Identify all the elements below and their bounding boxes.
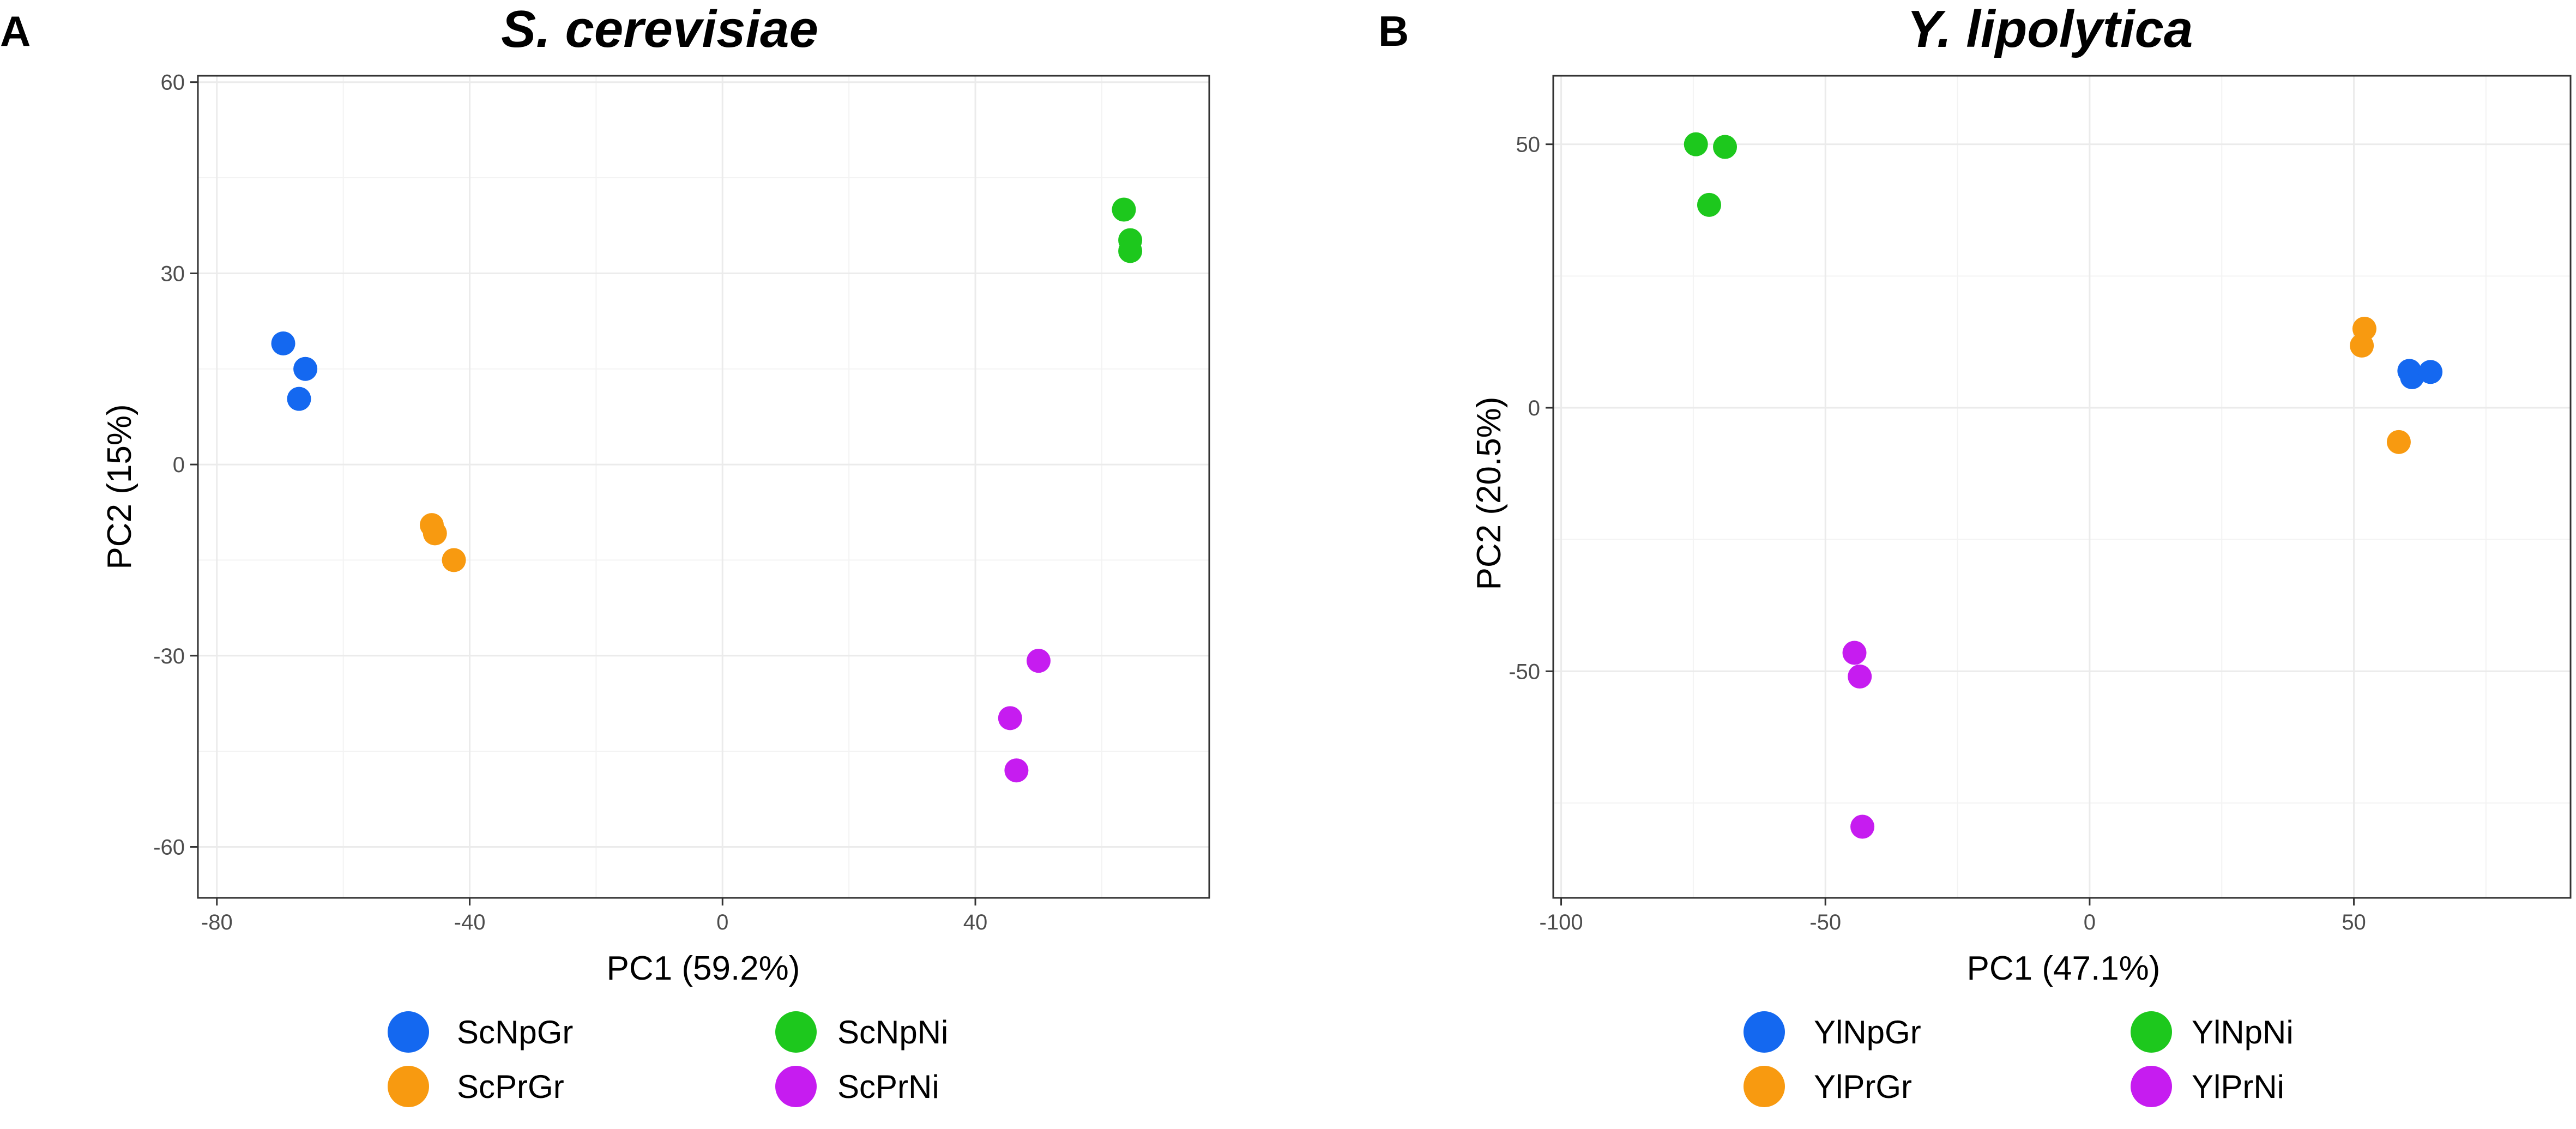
legend-swatch-scnpgr <box>388 1011 429 1053</box>
data-point-ylprgr[interactable] <box>2350 333 2374 358</box>
panel-b-title: Y. lipolytica <box>1907 0 2193 58</box>
data-point-ylnpni[interactable] <box>1713 135 1738 159</box>
panel-a-title: S. cerevisiae <box>501 0 818 58</box>
panel-a-letter: A <box>0 7 31 55</box>
data-point-scprni[interactable] <box>1004 758 1029 783</box>
y-tick-label: -50 <box>1509 660 1540 684</box>
data-point-scprni[interactable] <box>1026 649 1051 673</box>
y-tick-label: 0 <box>173 453 185 477</box>
data-point-scprgr[interactable] <box>423 521 447 546</box>
panel-b-legend: YlNpGr YlPrGr YlNpNi YlPrNi <box>1744 1011 2294 1107</box>
panel-b-y-axis-title: PC2 (20.5%) <box>1470 397 1508 590</box>
legend-label-scnpgr: ScNpGr <box>457 1014 573 1050</box>
panel-a-y-axis-title: PC2 (15%) <box>101 404 138 569</box>
data-point-scnpni[interactable] <box>1118 239 1143 263</box>
panel-a-legend: ScNpGr ScPrGr ScNpNi ScPrNi <box>388 1011 948 1107</box>
data-point-ylprni[interactable] <box>1848 665 1872 689</box>
panel-b-axis-ticks: -100 -50 0 50 -50 0 50 <box>1509 133 2366 934</box>
x-tick-label: -40 <box>454 910 486 934</box>
panel-a-x-axis-title: PC1 (59.2%) <box>607 950 800 987</box>
data-point-ylprni[interactable] <box>1850 814 1875 839</box>
data-point-scnpni[interactable] <box>1112 197 1136 222</box>
y-tick-label: 30 <box>161 262 185 286</box>
data-point-scnpgr[interactable] <box>293 357 318 381</box>
panel-b: B Y. lipolytica -100 -50 0 50 -50 0 50 PC1 (47… <box>1378 0 2572 1107</box>
data-point-ylnpgr[interactable] <box>2400 365 2424 389</box>
panel-a-plot-area <box>197 75 1210 899</box>
x-tick-label: -100 <box>1540 910 1583 934</box>
data-point-ylprni[interactable] <box>1842 641 1867 665</box>
y-tick-label: -60 <box>153 835 185 859</box>
panel-b-plot-border <box>1552 75 2572 899</box>
panel-a-plot-border <box>197 75 1210 899</box>
panel-a: A S. cerevisiae -80 -40 0 40 -60 -30 0 30 60 PC1… <box>0 0 1210 1107</box>
data-point-ylnpgr[interactable] <box>2418 360 2443 384</box>
data-point-ylnpni[interactable] <box>1697 192 1721 217</box>
panel-a-data-points <box>271 197 1143 783</box>
legend-label-ylnpni: YlNpNi <box>2192 1014 2294 1050</box>
legend-item-ylprgr[interactable]: YlPrGr <box>1744 1066 1912 1107</box>
legend-label-scprgr: ScPrGr <box>457 1068 564 1105</box>
x-tick-label: 50 <box>2342 910 2366 934</box>
x-tick-label: -50 <box>1809 910 1841 934</box>
data-point-scprni[interactable] <box>998 706 1022 730</box>
data-point-scnpgr[interactable] <box>287 387 311 411</box>
legend-swatch-ylnpgr <box>1744 1011 1785 1053</box>
x-tick-label: 40 <box>963 910 988 934</box>
panel-a-axis-ticks: -80 -40 0 40 -60 -30 0 30 60 <box>153 71 987 934</box>
panel-b-plot-area <box>1552 75 2572 899</box>
x-tick-label: -80 <box>201 910 233 934</box>
legend-item-ylnpni[interactable]: YlNpNi <box>2131 1011 2294 1053</box>
legend-item-scprgr[interactable]: ScPrGr <box>388 1066 564 1107</box>
data-point-ylprgr[interactable] <box>2386 430 2411 454</box>
legend-swatch-ylprgr <box>1744 1066 1785 1107</box>
legend-label-ylprgr: YlPrGr <box>1814 1068 1912 1105</box>
panel-b-x-axis-title: PC1 (47.1%) <box>1967 950 2161 987</box>
legend-item-scnpgr[interactable]: ScNpGr <box>388 1011 573 1053</box>
y-tick-label: -30 <box>153 644 185 668</box>
legend-item-ylprni[interactable]: YlPrNi <box>2131 1066 2284 1107</box>
y-tick-label: 50 <box>1516 133 1541 157</box>
legend-swatch-ylprni <box>2131 1066 2172 1107</box>
legend-label-ylnpgr: YlNpGr <box>1814 1014 1921 1050</box>
y-tick-label: 60 <box>161 71 185 95</box>
panel-b-letter: B <box>1378 7 1409 55</box>
panel-b-gridlines <box>1553 76 2571 898</box>
x-tick-label: 0 <box>716 910 728 934</box>
data-point-ylnpni[interactable] <box>1684 132 1708 156</box>
data-point-scprgr[interactable] <box>442 548 466 572</box>
legend-item-scnpni[interactable]: ScNpNi <box>775 1011 948 1053</box>
panel-b-data-points <box>1684 132 2443 839</box>
legend-label-scnpni: ScNpNi <box>837 1014 948 1050</box>
legend-label-scprni: ScPrNi <box>837 1068 939 1105</box>
legend-item-ylnpgr[interactable]: YlNpGr <box>1744 1011 1921 1053</box>
legend-swatch-ylnpni <box>2131 1011 2172 1053</box>
x-tick-label: 0 <box>2084 910 2096 934</box>
legend-swatch-scprgr <box>388 1066 429 1107</box>
legend-swatch-scprni <box>775 1066 817 1107</box>
legend-swatch-scnpni <box>775 1011 817 1053</box>
legend-item-scprni[interactable]: ScPrNi <box>775 1066 939 1107</box>
y-tick-label: 0 <box>1528 396 1540 420</box>
data-point-scnpgr[interactable] <box>271 331 295 355</box>
legend-label-ylprni: YlPrNi <box>2192 1068 2284 1105</box>
